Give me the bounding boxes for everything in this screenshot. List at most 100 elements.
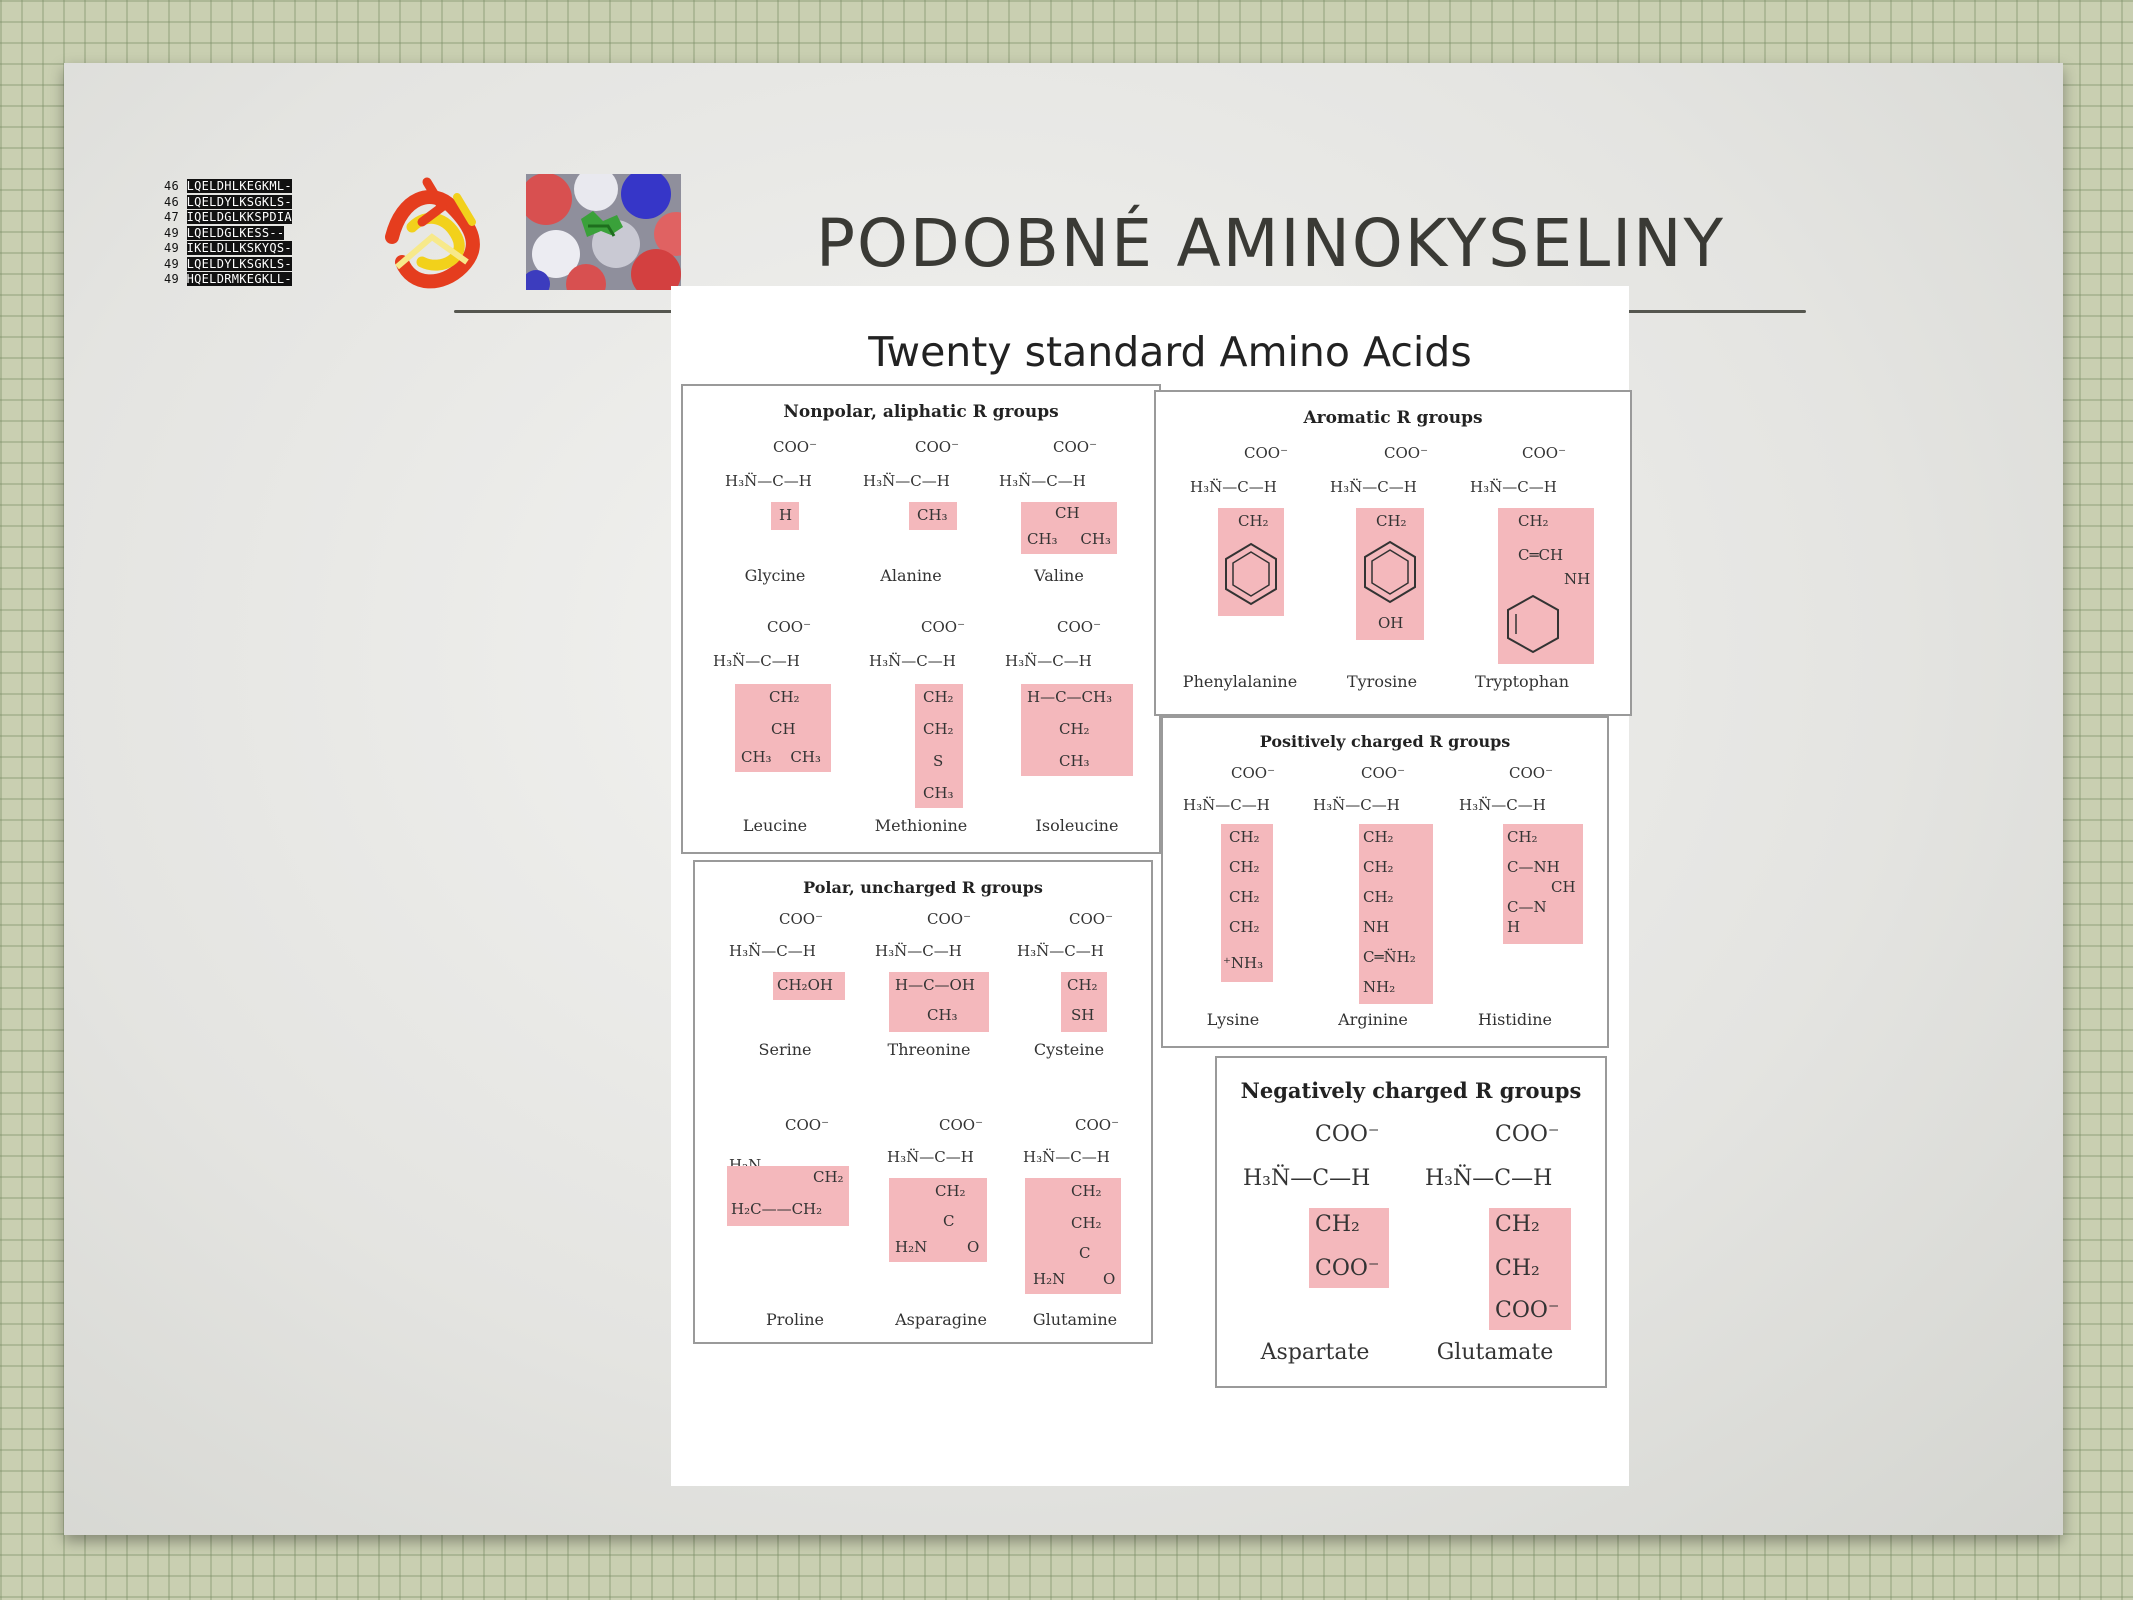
side-chain-atom: O bbox=[967, 1238, 980, 1256]
alpha-carbon: H₃N̈—C—H bbox=[863, 472, 950, 490]
side-chain-atom: CH₃ CH₃ bbox=[1027, 530, 1111, 548]
indole-ring-icon bbox=[1507, 594, 1559, 654]
acid-name: Isoleucine bbox=[1035, 816, 1119, 835]
carboxyl: COO⁻ bbox=[1069, 910, 1113, 928]
side-chain-atom: CH₂ bbox=[813, 1168, 844, 1186]
carboxyl: COO⁻ bbox=[1053, 438, 1097, 456]
side-chain-atom: CH₃ bbox=[923, 784, 954, 802]
group-title: Negatively charged R groups bbox=[1240, 1078, 1582, 1103]
carboxyl: COO⁻ bbox=[927, 910, 971, 928]
acid-name: Methionine bbox=[874, 816, 968, 835]
seq-line: 49 LQELDGLKESS-- bbox=[164, 225, 285, 240]
acid-name: Proline bbox=[765, 1310, 825, 1329]
side-chain-atom: CH₂ bbox=[1495, 1256, 1540, 1281]
alpha-carbon: H₃N̈—C—H bbox=[1005, 652, 1092, 670]
side-chain-atom: CH₃ bbox=[917, 506, 948, 524]
side-chain-atom: C—N bbox=[1507, 898, 1547, 916]
side-chain-atom: CH₂ bbox=[1071, 1182, 1102, 1200]
carboxyl: COO⁻ bbox=[773, 438, 817, 456]
carboxyl: COO⁻ bbox=[767, 618, 811, 636]
side-chain-atom: CH₂ bbox=[1229, 858, 1260, 876]
acid-name: Glutamine bbox=[1032, 1310, 1118, 1329]
alpha-carbon: H₃N̈—C—H bbox=[729, 942, 816, 960]
carboxyl: COO⁻ bbox=[1075, 1116, 1119, 1134]
alpha-carbon: H₃N̈—C—H bbox=[1459, 796, 1546, 814]
acid-name: Phenylalanine bbox=[1182, 672, 1298, 691]
side-chain-atom: CH₂ bbox=[1229, 888, 1260, 906]
side-chain-atom: CH₂ bbox=[769, 688, 800, 706]
side-chain-atom: CH₃ CH₃ bbox=[741, 748, 821, 766]
r-group bbox=[1025, 1178, 1121, 1294]
side-chain-atom: CH₂ bbox=[1315, 1212, 1360, 1237]
carboxyl: COO⁻ bbox=[1244, 444, 1288, 462]
side-chain-atom: CH₂ bbox=[1495, 1212, 1540, 1237]
acid-name: Valine bbox=[1034, 566, 1084, 585]
alpha-carbon: H₃N̈—C—H bbox=[869, 652, 956, 670]
group-title: Aromatic R groups bbox=[1303, 408, 1483, 428]
side-chain-atom: COO⁻ bbox=[1495, 1298, 1560, 1323]
seq-line: 49 LQELDYLKSGKLS- bbox=[164, 256, 292, 271]
r-group bbox=[1021, 502, 1117, 554]
group-positively-charged: Positively charged R groups COO⁻ H₃N̈—C—… bbox=[1161, 716, 1609, 1048]
group-aromatic: Aromatic R groups COO⁻ H₃N̈—C—H CH₂ Phen… bbox=[1154, 390, 1632, 716]
side-chain-atom: C═N̈H₂ bbox=[1363, 948, 1416, 966]
r-group bbox=[889, 1178, 987, 1262]
side-chain-atom: CH₂ bbox=[1518, 512, 1549, 530]
r-group bbox=[1356, 508, 1424, 640]
side-chain-atom: CH₂ bbox=[1376, 512, 1407, 530]
side-chain-atom: NH₂ bbox=[1363, 978, 1396, 996]
r-group bbox=[735, 684, 831, 772]
alpha-carbon: H₃N̈—C—H bbox=[1470, 478, 1557, 496]
alpha-carbon: H₃N̈—C—H bbox=[1190, 478, 1277, 496]
side-chain-atom: CH bbox=[1055, 504, 1080, 522]
group-nonpolar-aliphatic: Nonpolar, aliphatic R groups COO⁻ H₃N̈—C… bbox=[681, 384, 1161, 854]
alpha-carbon: H₃N̈—C—H bbox=[1330, 478, 1417, 496]
side-chain-atom: OH bbox=[1378, 614, 1404, 632]
side-chain-atom: CH bbox=[1551, 878, 1576, 896]
carboxyl: COO⁻ bbox=[1315, 1122, 1380, 1147]
acid-name: Cysteine bbox=[1033, 1040, 1105, 1059]
alpha-carbon: H₃N̈—C—H bbox=[1183, 796, 1270, 814]
side-chain-atom: H—C—OH bbox=[895, 976, 975, 994]
alpha-carbon: H₃N̈—C—H bbox=[1017, 942, 1104, 960]
side-chain-atom: SH bbox=[1071, 1006, 1095, 1024]
carboxyl: COO⁻ bbox=[1384, 444, 1428, 462]
side-chain-atom: C═CH bbox=[1518, 546, 1564, 564]
alpha-carbon: H₃N̈—C—H bbox=[999, 472, 1086, 490]
group-title: Positively charged R groups bbox=[1259, 732, 1511, 751]
acid-name: Tryptophan bbox=[1474, 672, 1570, 691]
side-chain-atom: H bbox=[1507, 918, 1521, 936]
r-group bbox=[889, 972, 989, 1032]
alpha-carbon: H₃N̈—C—H bbox=[713, 652, 800, 670]
side-chain-atom: CH₂ bbox=[923, 688, 954, 706]
side-chain-atom: H—C—CH₃ bbox=[1027, 688, 1113, 706]
acid-name: Serine bbox=[758, 1040, 812, 1059]
r-group bbox=[1309, 1208, 1389, 1288]
carboxyl: COO⁻ bbox=[1057, 618, 1101, 636]
acid-name: Threonine bbox=[887, 1040, 971, 1059]
sequence-alignment-image: 46 LQELDHLKEGKML- 46 LQELDYLKSGKLS- 47 I… bbox=[164, 179, 346, 287]
acid-name: Histidine bbox=[1478, 1010, 1552, 1029]
side-chain-atom: NH bbox=[1363, 918, 1390, 936]
carboxyl: COO⁻ bbox=[1495, 1122, 1560, 1147]
side-chain-atom: ⁺NH₃ bbox=[1223, 954, 1264, 972]
acid-name: Leucine bbox=[742, 816, 808, 835]
r-group bbox=[1489, 1208, 1571, 1330]
alpha-carbon: H₃N̈—C—H bbox=[1313, 796, 1400, 814]
side-chain-atom: CH₂OH bbox=[777, 976, 833, 994]
alpha-carbon: H₃N̈—C—H bbox=[1243, 1166, 1371, 1191]
side-chain-atom: CH₂ bbox=[923, 720, 954, 738]
alpha-carbon: H₃N̈—C—H bbox=[1023, 1148, 1110, 1166]
acid-name: Glutamate bbox=[1436, 1340, 1554, 1365]
carboxyl: COO⁻ bbox=[1509, 764, 1553, 782]
alpha-carbon: H₃N̈—C—H bbox=[1425, 1166, 1553, 1191]
side-chain-atom: CH₃ bbox=[1059, 752, 1090, 770]
seq-line: 46 LQELDYLKSGKLS- bbox=[164, 194, 292, 209]
r-group bbox=[1218, 508, 1284, 616]
carboxyl: COO⁻ bbox=[785, 1116, 829, 1134]
seq-line: 47 IQELDGLKKSPDIA bbox=[164, 210, 292, 224]
side-chain-atom: H₂N bbox=[1033, 1270, 1066, 1288]
acid-name: Arginine bbox=[1338, 1010, 1408, 1029]
amino-acids-figure: Twenty standard Amino Acids Nonpolar, al… bbox=[671, 286, 1632, 1486]
r-group bbox=[1221, 824, 1273, 982]
